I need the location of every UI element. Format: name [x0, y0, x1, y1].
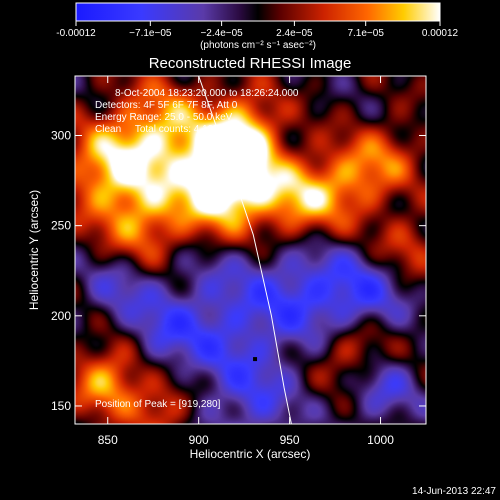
colorbar-tick-label: −7.1e−05	[129, 28, 172, 39]
colorbar-ticks: -0.00012 −7.1e−05 −2.4e−05 2.4e−05 7.1e−05 0.…	[56, 21, 459, 39]
colorbar-tick-label: -0.00012	[56, 28, 96, 39]
x-tick-label: 850	[98, 433, 118, 447]
colorbar-tick-label: 7.1e−05	[347, 28, 384, 39]
x-axis-ticks: 850 900 950 1000	[98, 76, 394, 447]
x-tick-label: 950	[280, 433, 300, 447]
x-tick-label: 1000	[367, 433, 394, 447]
colorbar-tick-label: −2.4e−05	[200, 28, 243, 39]
y-axis-label: Heliocentric Y (arcsec)	[27, 190, 41, 310]
colorbar: -0.00012 −7.1e−05 −2.4e−05 2.4e−05 7.1e−05 0.…	[56, 2, 459, 51]
annotation-peak: Position of Peak = [919,280]	[95, 399, 221, 410]
plot-frame	[74, 75, 427, 425]
y-tick-label: 250	[51, 219, 71, 233]
annotation-energy-range: Energy Range: 25.0 - 50.0 keV	[95, 112, 233, 123]
x-axis-label: Heliocentric X (arcsec)	[190, 447, 311, 461]
colorbar-tick-label: 2.4e−05	[276, 28, 313, 39]
plot-area	[75, 76, 426, 424]
chart-title: Reconstructed RHESSI Image	[149, 55, 352, 72]
x-tick-label: 900	[189, 433, 209, 447]
annotation-detectors: Detectors: 4F 5F 6F 7F 8F, Att 0	[95, 100, 238, 111]
colorbar-tick-label: 0.00012	[422, 28, 459, 39]
solar-limb-curve	[198, 76, 292, 424]
colorbar-unit-label: (photons cm⁻² s⁻¹ asec⁻²)	[200, 40, 316, 51]
colorbar-gradient	[75, 2, 441, 22]
y-axis-ticks: 150 200 250 300	[51, 129, 426, 413]
heatmap-image	[75, 76, 426, 424]
annotation-time-range: 8-Oct-2004 18:23:20.000 to 18:26:24.000	[115, 88, 299, 99]
peak-marker	[253, 357, 258, 362]
y-tick-label: 200	[51, 309, 71, 323]
y-tick-label: 150	[51, 399, 71, 413]
y-tick-label: 300	[51, 129, 71, 143]
footer-date: 14-Jun-2013 22:47	[412, 486, 496, 497]
annotation-block: 8-Oct-2004 18:23:20.000 to 18:26:24.000 …	[95, 88, 299, 410]
annotation-algorithm: Clean Total counts: 4.13E+03	[95, 124, 237, 135]
